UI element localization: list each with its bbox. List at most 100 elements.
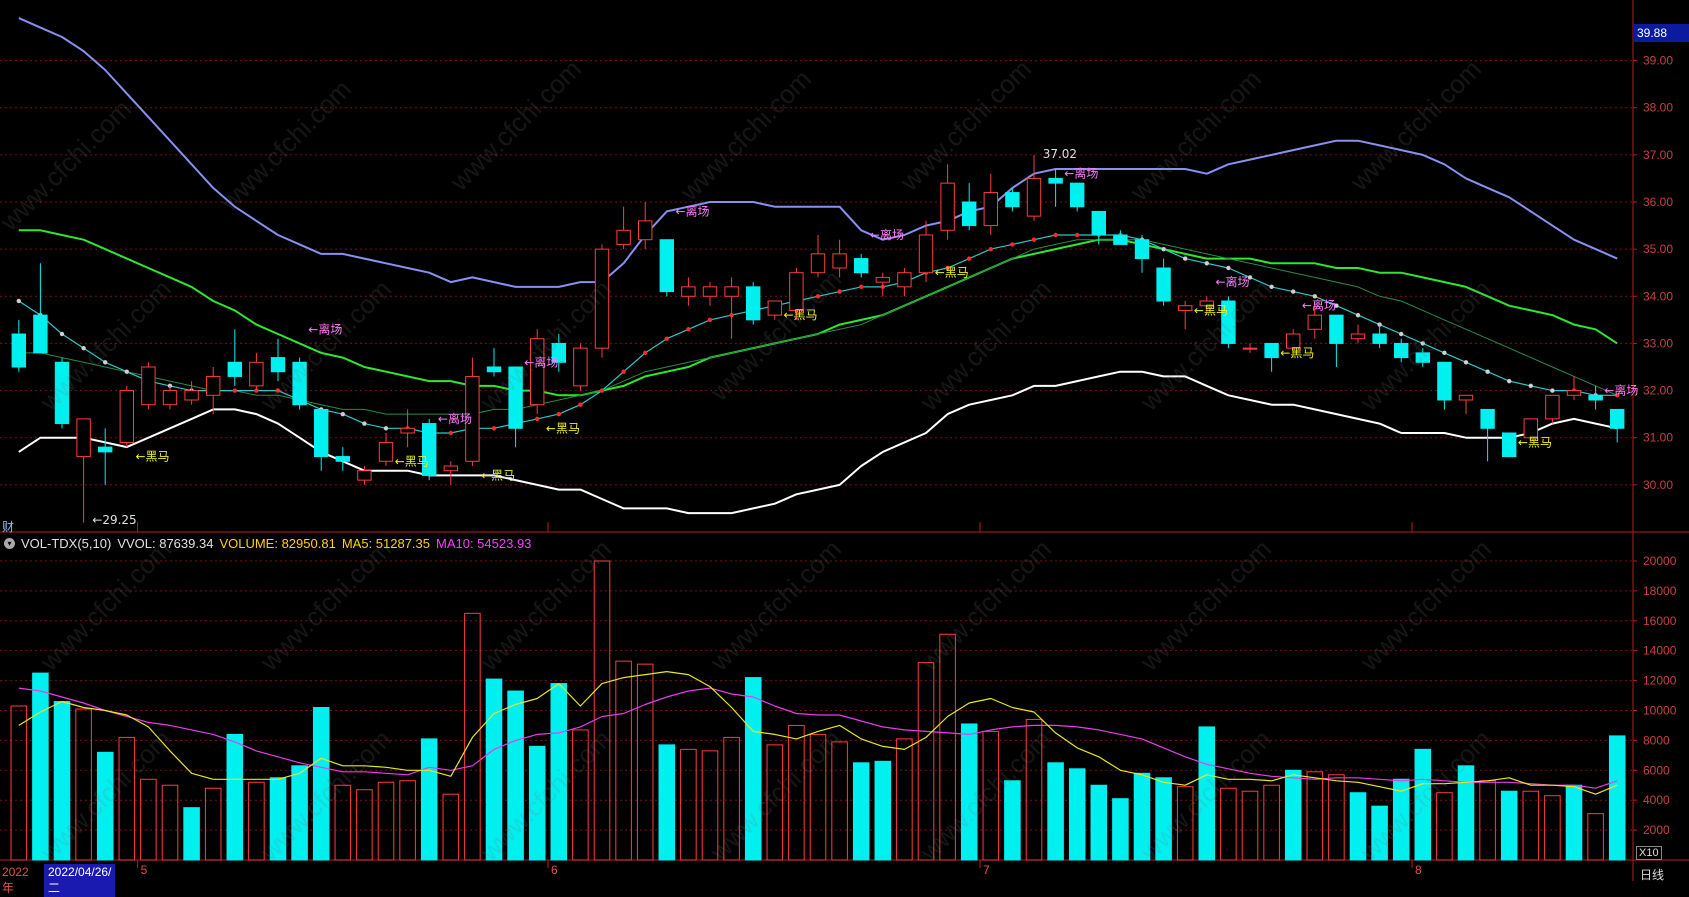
candle-body[interactable] (1437, 361, 1452, 401)
candle-body[interactable] (1566, 390, 1582, 396)
candle-body[interactable] (465, 375, 480, 462)
candle-body[interactable] (1415, 352, 1430, 363)
candle-body[interactable] (1005, 192, 1020, 208)
volume-bar[interactable] (1112, 798, 1129, 861)
volume-bar[interactable] (96, 751, 114, 861)
volume-bar[interactable] (1090, 784, 1108, 861)
volume-bar[interactable] (1306, 771, 1324, 861)
volume-bar[interactable] (593, 560, 611, 861)
candle-body[interactable] (270, 357, 286, 373)
candle-body[interactable] (1178, 305, 1193, 311)
volume-bar[interactable] (1544, 795, 1561, 861)
volume-bar[interactable] (680, 748, 697, 861)
candle-body[interactable] (1134, 239, 1150, 260)
candle-body[interactable] (983, 192, 998, 227)
volume-bar[interactable] (464, 612, 481, 861)
candle-body[interactable] (119, 390, 134, 443)
candle-body[interactable] (918, 234, 934, 274)
candle-body[interactable] (1394, 342, 1409, 359)
indicator-name[interactable]: VOL-TDX(5,10) (21, 535, 112, 551)
candle-body[interactable] (141, 366, 156, 406)
volume-bar[interactable] (1565, 784, 1583, 861)
candle-body[interactable] (530, 338, 545, 406)
volume-bar[interactable] (1176, 786, 1194, 861)
volume-bar[interactable] (744, 677, 762, 861)
volume-bar[interactable] (1479, 780, 1496, 861)
volume-bar[interactable] (939, 633, 956, 861)
candle-body[interactable] (11, 333, 26, 368)
candle-body[interactable] (573, 347, 588, 387)
candle-body[interactable] (1113, 234, 1128, 245)
candle-body[interactable] (1480, 408, 1495, 429)
volume-bar[interactable] (32, 672, 49, 861)
volume-bar[interactable] (485, 678, 503, 861)
candle-body[interactable] (594, 248, 610, 349)
candle-body[interactable] (702, 286, 718, 297)
volume-scale-label[interactable]: X10 (1636, 846, 1662, 860)
candle-body[interactable] (335, 456, 350, 462)
volume-bar[interactable] (701, 750, 719, 861)
candle-body[interactable] (184, 390, 199, 401)
volume-bar[interactable] (896, 738, 913, 861)
candle-body[interactable] (227, 361, 242, 377)
candle-body[interactable] (33, 314, 48, 354)
candle-body[interactable] (1199, 300, 1214, 307)
candle-body[interactable] (98, 446, 113, 453)
volume-bar[interactable] (53, 701, 71, 861)
volume-bar[interactable] (75, 708, 92, 861)
volume-bar[interactable] (442, 793, 460, 861)
finance-marker[interactable]: 财 (2, 520, 15, 534)
volume-bar[interactable] (248, 781, 265, 861)
candle-body[interactable] (1329, 314, 1344, 344)
volume-bar[interactable] (1284, 769, 1302, 861)
candle-body[interactable] (789, 272, 804, 311)
volume-bar[interactable] (1263, 784, 1280, 861)
candle-body[interactable] (638, 220, 653, 241)
volume-bar[interactable] (1047, 762, 1064, 861)
candle-body[interactable] (1091, 210, 1106, 236)
candle-body[interactable] (400, 427, 415, 434)
volume-bar[interactable] (723, 736, 740, 861)
candle-body[interactable] (1286, 333, 1301, 349)
volume-bar[interactable] (183, 807, 200, 861)
volume-bar[interactable] (291, 765, 308, 861)
candle-body[interactable] (1502, 432, 1517, 458)
volume-bar[interactable] (1328, 774, 1345, 861)
candle-body[interactable] (162, 390, 178, 406)
volume-bar[interactable] (1068, 768, 1086, 861)
volume-bar[interactable] (1004, 780, 1021, 861)
candle-body[interactable] (378, 441, 394, 462)
volume-bar[interactable] (1587, 813, 1604, 861)
candle-body[interactable] (1221, 300, 1236, 344)
candle-body[interactable] (681, 286, 696, 297)
candle-body[interactable] (1026, 177, 1042, 217)
volume-bar[interactable] (1436, 792, 1453, 861)
candle-body[interactable] (422, 423, 437, 476)
candle-body[interactable] (875, 276, 890, 283)
candle-body[interactable] (54, 361, 70, 425)
volume-bar[interactable] (788, 724, 805, 861)
candle-body[interactable] (746, 286, 761, 321)
volume-bar[interactable] (269, 777, 287, 861)
candle-body[interactable] (1588, 394, 1603, 401)
volume-bar[interactable] (118, 736, 136, 861)
volume-bar[interactable] (658, 744, 676, 861)
volume-bar[interactable] (312, 706, 330, 861)
candle-body[interactable] (1307, 314, 1322, 330)
volume-bar[interactable] (766, 744, 784, 861)
candle-body[interactable] (1242, 347, 1258, 350)
candle-body[interactable] (508, 366, 523, 429)
volume-bar[interactable] (1349, 792, 1367, 861)
volume-bar[interactable] (960, 723, 978, 861)
candle-body[interactable] (1610, 408, 1625, 429)
candle-body[interactable] (1048, 177, 1063, 184)
candle-body[interactable] (249, 361, 264, 387)
volume-bar[interactable] (10, 705, 28, 861)
candle-body[interactable] (76, 418, 91, 458)
volume-bar[interactable] (399, 780, 416, 861)
candle-body[interactable] (292, 361, 307, 406)
volume-bar[interactable] (1198, 726, 1216, 861)
candle-body[interactable] (1545, 394, 1560, 420)
candle-body[interactable] (940, 182, 955, 231)
candle-body[interactable] (962, 201, 977, 227)
